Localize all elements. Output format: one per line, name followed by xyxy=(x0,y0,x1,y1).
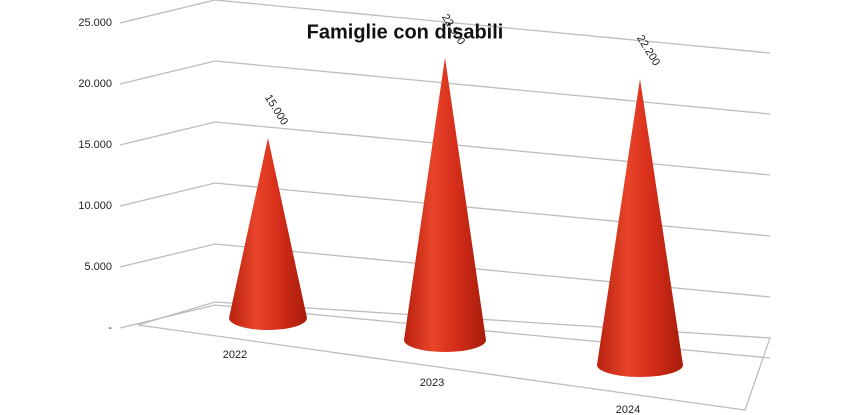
y-tick-label: 25.000 xyxy=(78,17,112,29)
grid-line xyxy=(119,60,771,115)
cone xyxy=(597,78,683,377)
x-tick-label: 2023 xyxy=(420,377,444,389)
x-tick-label: 2024 xyxy=(616,404,640,415)
value-label: 22.200 xyxy=(634,33,662,68)
grid-line xyxy=(119,182,771,237)
grid xyxy=(119,0,771,359)
y-tick-label: 15.000 xyxy=(78,139,112,151)
y-tick-label: 10.000 xyxy=(78,200,112,212)
x-tick-label: 2022 xyxy=(223,349,247,361)
y-tick-label: - xyxy=(108,322,112,334)
chart-title: Famiglie con disabili xyxy=(307,21,504,43)
value-label: 15.000 xyxy=(262,92,290,127)
floor xyxy=(137,301,771,411)
grid-line xyxy=(119,304,771,359)
cone xyxy=(229,138,307,330)
grid-line xyxy=(119,243,771,298)
grid-line xyxy=(119,0,771,54)
grid-line xyxy=(119,121,771,176)
y-tick-label: 20.000 xyxy=(78,78,112,90)
cone xyxy=(404,57,486,352)
y-tick-label: 5.000 xyxy=(84,261,112,273)
